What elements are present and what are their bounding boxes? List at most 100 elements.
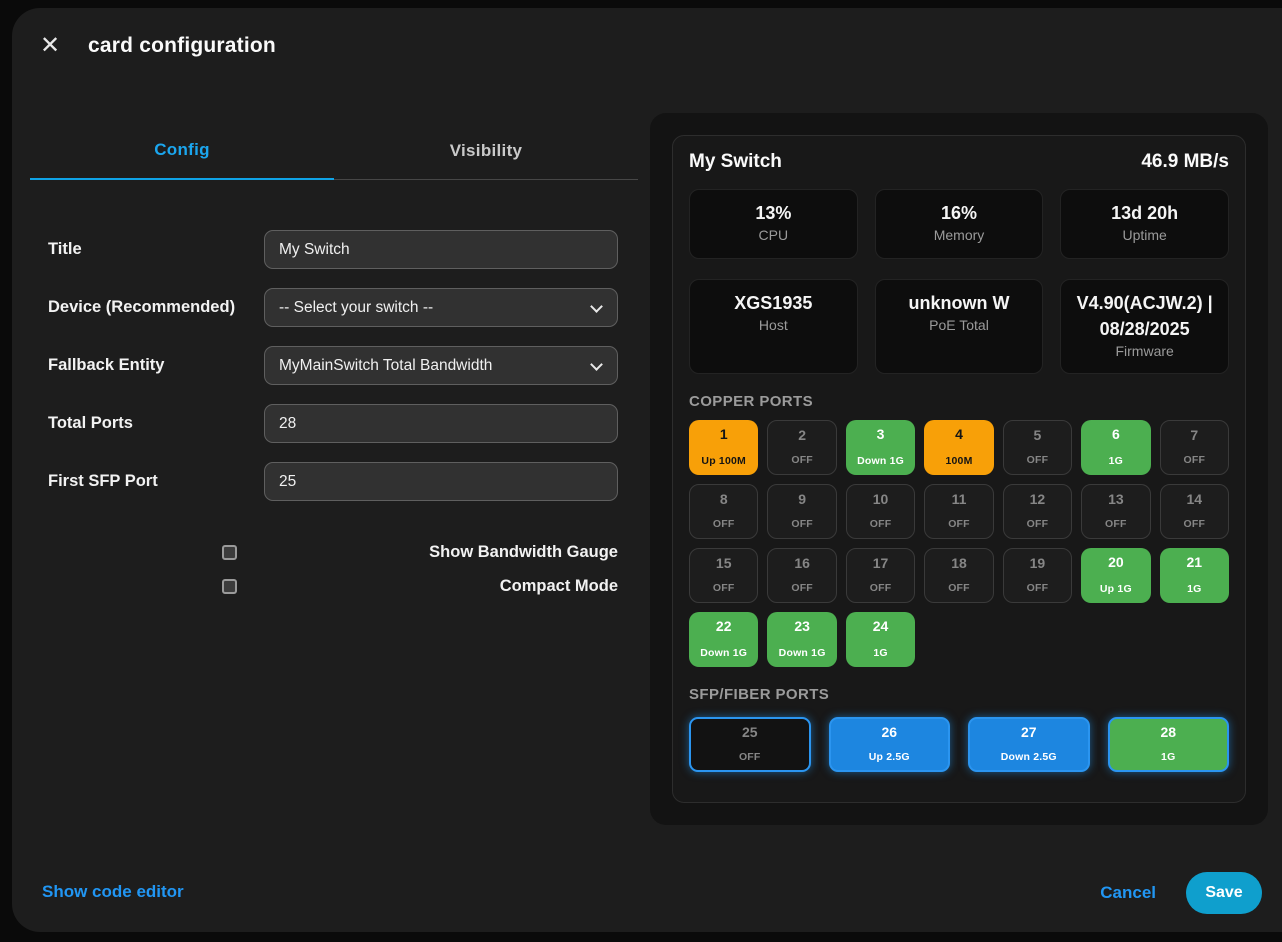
port-number: 28 (1160, 724, 1177, 741)
title-input[interactable] (264, 230, 618, 269)
checkbox-group: Show Bandwidth Gauge Compact Mode (48, 543, 618, 596)
dialog-title: card configuration (88, 34, 276, 57)
port-number: 1 (719, 426, 728, 443)
total-ports-input[interactable] (264, 404, 618, 443)
card-preview-panel: My Switch 46.9 MB/s 13% CPU 16% Memory 13d 2… (650, 113, 1268, 825)
device-select[interactable]: -- Select your switch -- (264, 288, 618, 327)
stat-tile-firmware: V4.90(ACJW.2) | 08/28/2025 Firmware (1060, 278, 1229, 375)
port-number: 7 (1190, 427, 1199, 444)
port-number: 3 (876, 426, 885, 443)
port-status: Down 2.5G (1000, 751, 1057, 764)
stat-tile-uptime: 13d 20h Uptime (1060, 189, 1229, 259)
port-tile-26: 26 Up 2.5G (828, 717, 950, 773)
port-status: Down 1G (778, 647, 826, 660)
stat-label: PoE Total (929, 316, 989, 333)
form-row: Device (Recommended) -- Select your switc… (48, 288, 618, 327)
port-number: 11 (951, 491, 967, 508)
port-tile-15: 15 OFF (689, 548, 759, 604)
port-status: OFF (791, 454, 813, 467)
stat-value: 13d 20h (1111, 203, 1179, 223)
port-tile-10: 10 OFF (845, 484, 916, 540)
port-number: 6 (1111, 426, 1120, 443)
close-icon[interactable]: ✕ (34, 30, 66, 62)
port-tile-1: 1 Up 100M (689, 420, 759, 476)
switch-card-preview: My Switch 46.9 MB/s 13% CPU 16% Memory 13d 2… (672, 135, 1246, 803)
port-status: Down 1G (700, 647, 748, 660)
port-status: 1G (1161, 751, 1176, 764)
port-status: OFF (869, 518, 892, 531)
port-status: Up 100M (701, 455, 746, 468)
port-status: OFF (948, 518, 970, 531)
port-number: 5 (1033, 427, 1042, 444)
show-bandwidth-gauge-checkbox[interactable] (222, 545, 237, 560)
port-number: 12 (1029, 491, 1046, 508)
first-sfp-port-input[interactable] (264, 462, 618, 501)
port-status: OFF (791, 582, 813, 595)
port-status: OFF (869, 582, 892, 595)
port-status: OFF (1026, 582, 1049, 595)
stat-tile-poe-total: unknown W PoE Total (874, 278, 1044, 375)
stats-grid: 13% CPU 16% Memory 13d 20h Uptime XGS1935 Host u… (689, 189, 1229, 375)
stat-tile-cpu: 13% CPU (689, 189, 858, 259)
checkbox-row: Show Bandwidth Gauge (48, 543, 618, 562)
checkbox-label[interactable]: Compact Mode (499, 577, 618, 595)
port-status: 1G (1108, 455, 1124, 468)
port-tile-4: 4 100M (924, 420, 994, 476)
port-status: 100M (945, 455, 973, 468)
port-tile-11: 11 OFF (924, 484, 994, 540)
port-number: 9 (798, 491, 807, 508)
checkbox-label[interactable]: Show Bandwidth Gauge (429, 543, 618, 561)
config-form: Title Device (Recommended) -- Select your … (48, 230, 618, 596)
port-tile-7: 7 OFF (1159, 420, 1229, 476)
port-status: OFF (1105, 518, 1127, 531)
dialog-header: ✕ card configuration (34, 30, 276, 62)
port-number: 14 (1186, 491, 1203, 508)
port-tile-17: 17 OFF (845, 548, 916, 604)
port-tile-21: 21 1G (1159, 548, 1229, 604)
copper-ports-grid: 1 Up 100M 2 OFF 3 Down 1G 4 100M 5 OFF 6 1G 7 OFF 8 OFF… (689, 420, 1229, 668)
field-label: Device (Recommended) (48, 298, 236, 316)
form-row: Fallback Entity MyMainSwitch Total Bandwi… (48, 346, 618, 385)
fallback-entity-select[interactable]: MyMainSwitch Total Bandwidth (264, 346, 618, 385)
tab-visibility[interactable]: Visibility (334, 128, 638, 179)
port-status: OFF (738, 751, 761, 764)
stat-tile-host: XGS1935 Host (689, 278, 858, 375)
copper-ports-label: COPPER PORTS (689, 393, 813, 411)
port-status: Up 2.5G (868, 751, 910, 764)
field-label: Total Ports (48, 414, 133, 432)
stat-tile-memory: 16% Memory (874, 189, 1044, 259)
tab-bar: Config Visibility (30, 128, 638, 180)
compact-mode-checkbox[interactable] (222, 579, 237, 594)
stat-label: Memory (933, 227, 985, 244)
port-tile-28: 28 1G (1107, 717, 1229, 773)
cancel-button[interactable]: Cancel (1100, 883, 1156, 902)
port-number: 13 (1108, 491, 1124, 508)
port-number: 15 (715, 555, 732, 572)
port-tile-27: 27 Down 2.5G (968, 717, 1090, 773)
sfp-ports-row: 25 OFF 26 Up 2.5G 27 Down 2.5G 28 1G (689, 717, 1229, 773)
port-tile-14: 14 OFF (1159, 484, 1229, 540)
port-status: Up 1G (1099, 583, 1132, 596)
form-row: First SFP Port (48, 462, 618, 501)
port-tile-25: 25 OFF (689, 717, 811, 773)
stat-value: unknown W (908, 292, 1010, 313)
checkbox-row: Compact Mode (48, 577, 618, 596)
port-tile-9: 9 OFF (767, 484, 837, 540)
port-status: OFF (1026, 518, 1049, 531)
port-status: Down 1G (857, 455, 905, 468)
show-code-editor-link[interactable]: Show code editor (42, 882, 184, 901)
stat-label: CPU (758, 227, 789, 244)
stat-value: 16% (940, 203, 977, 223)
stat-label: Uptime (1122, 227, 1167, 244)
card-configuration-dialog: ✕ card configuration Config Visibility Ti… (12, 8, 1282, 932)
footer-actions: Cancel Save (1100, 872, 1262, 914)
port-number: 16 (794, 555, 810, 572)
port-tile-5: 5 OFF (1002, 420, 1073, 476)
port-number: 22 (715, 618, 732, 635)
port-number: 26 (881, 724, 898, 741)
sfp-ports-label: SFP/FIBER PORTS (689, 686, 830, 704)
port-number: 18 (951, 555, 967, 572)
tab-config[interactable]: Config (30, 128, 334, 180)
stat-value: 13% (755, 203, 792, 223)
save-button[interactable]: Save (1186, 872, 1262, 914)
